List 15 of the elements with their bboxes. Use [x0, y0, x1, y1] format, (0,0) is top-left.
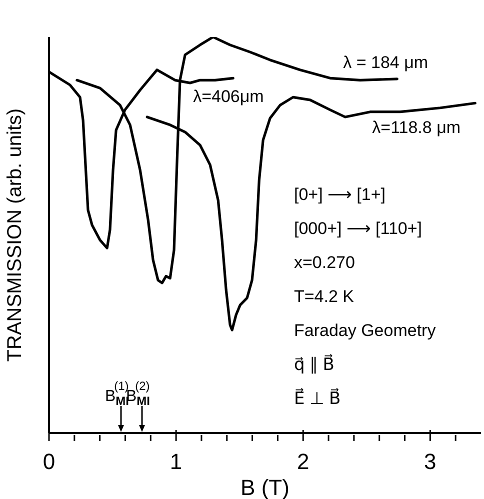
annotation: x=0.270	[294, 253, 355, 272]
series-label: λ=118.8 μm	[372, 118, 461, 138]
x-tick-label: 3	[424, 449, 436, 474]
annotation: [0+] ⟶ [1+]	[294, 185, 386, 204]
x-tick-label: 1	[170, 449, 182, 474]
annotation: [000+] ⟶ [110+]	[294, 219, 422, 238]
series-label: λ = 184 μm	[343, 52, 428, 72]
annotation: T=4.2 K	[294, 287, 355, 306]
series-label: λ=406μm	[193, 87, 264, 106]
x-tick-label: 0	[42, 449, 56, 474]
annotation: q⃗ ∥ B⃗	[294, 354, 334, 374]
annotation: E⃗ ⊥ B⃗	[294, 388, 341, 408]
y-axis-title: TRANSMISSION (arb. units)	[4, 108, 26, 362]
annotation: Faraday Geometry	[294, 321, 436, 340]
x-tick-label: 2	[296, 449, 310, 474]
